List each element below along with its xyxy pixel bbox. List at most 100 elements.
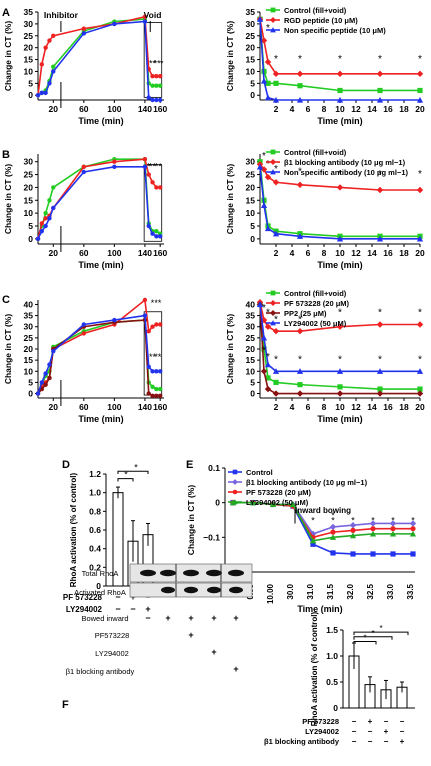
condition-sign: − [115, 592, 120, 602]
panel-letter: D [62, 459, 70, 471]
y-tick-label: 5 [250, 78, 255, 88]
y-tick-label: 0 [28, 90, 33, 100]
series-line [256, 163, 424, 242]
x-tick-label: 14 [367, 104, 377, 114]
data-point [272, 327, 280, 335]
blot-band [183, 569, 199, 577]
data-point [142, 156, 148, 162]
data-point [43, 223, 48, 229]
x-tick-label: 20 [415, 248, 425, 258]
y-tick-label: 0.2 [89, 562, 101, 572]
data-point [329, 534, 337, 540]
data-point [150, 324, 155, 329]
legend: Control (fill+void)β1 blocking antibody … [266, 148, 408, 177]
data-point [51, 349, 56, 354]
y-tick-label: 1.2 [89, 469, 101, 479]
data-point [35, 391, 41, 396]
blot-sign: + [233, 664, 238, 674]
data-point [270, 310, 276, 316]
y-tick-label: 25 [246, 333, 256, 343]
x-tick-label: 2 [274, 402, 279, 412]
significance-star: * [378, 54, 382, 65]
blot-row-label-total: Total RhoA [82, 569, 119, 578]
data-point [410, 526, 416, 532]
data-point [154, 369, 159, 374]
significance-star: * [134, 462, 138, 472]
y-tick-label: 5 [28, 221, 33, 231]
data-point [272, 390, 280, 397]
y-tick-label: 35 [24, 311, 34, 321]
data-point [261, 346, 267, 352]
data-point [157, 369, 163, 374]
y-tick-label: 0 [96, 581, 101, 591]
series-path [37, 319, 161, 397]
x-tick-label: 32.0 [346, 583, 355, 599]
significance-star: * [418, 308, 422, 319]
significance-star: * [378, 308, 382, 319]
y-tick-label: 0 [28, 234, 33, 244]
significance-star: * [298, 167, 302, 178]
series-path [37, 319, 161, 394]
y-tick-label: −0.1 [203, 532, 220, 542]
condition-sign: − [400, 727, 405, 736]
blot-condition-label: β1 blocking antibody [66, 667, 135, 676]
data-point [232, 489, 238, 495]
x-tick-label: 18 [399, 402, 409, 412]
data-point [51, 69, 56, 74]
y-tick-label: 25 [24, 31, 34, 41]
blot-sign: + [211, 647, 216, 657]
x-tick-label: 6 [306, 104, 311, 114]
data-point [81, 322, 87, 327]
y-tick-label: 20 [246, 344, 256, 354]
x-tick-label: 140 [138, 248, 152, 258]
data-point [150, 231, 155, 236]
x-tick-label: 60 [79, 402, 89, 412]
y-tick-label: 30 [24, 19, 34, 29]
legend-label: Control (fill+void) [284, 289, 347, 298]
zoom-box [143, 164, 163, 242]
x-tick-label: 4 [290, 402, 295, 412]
significance-star: ** [154, 59, 162, 69]
significance-star: * [338, 354, 342, 365]
series-line [256, 15, 424, 78]
data-point [150, 369, 155, 374]
data-point [51, 205, 56, 211]
data-point [43, 216, 48, 221]
data-point [39, 62, 45, 67]
y-axis-label: Change in CT (%) [3, 21, 13, 92]
data-point [336, 184, 344, 191]
annotation: Inhibitor [44, 10, 79, 20]
x-tick-label: 33.5 [406, 583, 415, 599]
data-point [150, 384, 155, 390]
x-tick-label: 16 [383, 402, 393, 412]
data-point [376, 321, 384, 328]
series-line [256, 16, 424, 103]
data-point [264, 94, 272, 101]
significance-star: * [274, 314, 278, 325]
data-point [43, 90, 48, 96]
y-axis-label: Change in CT (%) [225, 21, 235, 92]
significance-star: ** [154, 298, 162, 308]
series-path [37, 158, 161, 240]
legend-label: Control [246, 468, 273, 477]
data-point [272, 368, 280, 374]
data-point [47, 198, 52, 203]
y-tick-label: 15 [246, 55, 256, 65]
significance-star: * [266, 159, 270, 170]
y-tick-label: 10 [24, 208, 34, 218]
x-tick-label: 4 [290, 248, 295, 258]
y-tick-label: 5 [28, 78, 33, 88]
data-point [336, 70, 344, 78]
series-line [35, 164, 163, 242]
data-point [264, 173, 272, 181]
data-point [150, 74, 155, 79]
data-point [51, 64, 56, 69]
x-tick-label: 6 [306, 248, 311, 258]
data-point [47, 216, 52, 221]
series-path [37, 158, 161, 240]
data-point [296, 233, 304, 239]
data-point [112, 21, 117, 27]
data-point [150, 180, 155, 185]
blot-condition-label: LY294002 [95, 649, 129, 658]
data-point [260, 77, 268, 84]
